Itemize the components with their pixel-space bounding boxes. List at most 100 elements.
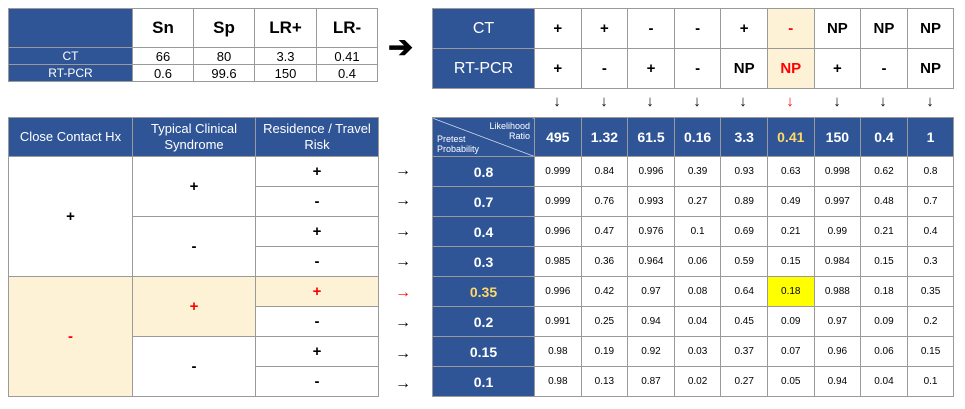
- combo-label-ct: CT: [432, 8, 535, 49]
- posttest-cell: 0.07: [766, 336, 815, 367]
- posttest-cell: 0.97: [627, 276, 675, 307]
- test-summary-table: Sn Sp LR+ LR- CT 66 80 3.3 0.41 RT-PCR 0…: [8, 8, 378, 82]
- down-arrow-icon-highlight: ↓: [786, 93, 794, 110]
- summary-header-sp: Sp: [193, 8, 255, 48]
- summary-cell: 99.6: [193, 64, 255, 82]
- lr-header: 0.16: [673, 117, 722, 157]
- combo-ct-cell: NP: [813, 8, 862, 49]
- probability-row: 0.4 0.996 0.47 0.976 0.1 0.69 0.21 0.99 0.21 0.4: [432, 216, 955, 247]
- row-arrow-icon: →: [395, 314, 411, 331]
- lr-header: 0.4: [860, 117, 908, 157]
- row-arrow-icon: →: [395, 162, 411, 179]
- posttest-cell: 0.37: [720, 336, 768, 367]
- down-arrow-icon: ↓: [693, 93, 701, 110]
- pretest-value: 0.15: [432, 336, 535, 367]
- lr-header: 1: [906, 117, 955, 157]
- posttest-cell: 0.999: [534, 156, 582, 187]
- posttest-cell: 0.59: [720, 246, 768, 277]
- posttest-cell: 0.15: [766, 246, 815, 277]
- down-arrow-icon: ↓: [926, 93, 934, 110]
- posttest-cell: 0.97: [813, 306, 862, 337]
- posttest-cell: 0.48: [860, 186, 908, 217]
- posttest-cell: 0.2: [906, 306, 955, 337]
- posttest-cell: 0.08: [673, 276, 722, 307]
- down-arrow-icon: ↓: [600, 93, 608, 110]
- probability-row: 0.7 0.999 0.76 0.993 0.27 0.89 0.49 0.997 0.48 0.…: [432, 186, 955, 217]
- posttest-cell: 0.94: [813, 366, 862, 397]
- posttest-cell: 0.984: [813, 246, 862, 277]
- down-arrow-icon: ↓: [553, 93, 561, 110]
- combo-ct-cell: -: [673, 8, 722, 49]
- pretest-value: 0.3: [432, 246, 535, 277]
- corner-ratio: Ratio: [508, 131, 530, 141]
- combo-pcr-cell: +: [627, 48, 675, 89]
- posttest-cell: 0.27: [673, 186, 722, 217]
- combo-ct-cell: +: [534, 8, 582, 49]
- pretest-value: 0.4: [432, 216, 535, 247]
- posttest-cell: 0.42: [580, 276, 629, 307]
- posttest-cell: 0.7: [906, 186, 955, 217]
- probability-row: 0.2 0.991 0.25 0.94 0.04 0.45 0.09 0.97 0.09 0.2: [432, 306, 955, 337]
- posttest-cell: 0.988: [813, 276, 862, 307]
- combination-table: CT + + - - + - NP NP NP RT-PCR + - + - N…: [432, 8, 955, 89]
- summary-cell: 3.3: [254, 47, 317, 65]
- pretest-value-highlight: 0.35: [432, 276, 535, 307]
- syndrome-cell: -: [132, 336, 256, 397]
- corner-pretest: Pretest: [437, 134, 466, 144]
- combo-pcr-cell-highlight: NP: [766, 48, 815, 89]
- posttest-cell: 0.09: [860, 306, 908, 337]
- pretest-value: 0.1: [432, 366, 535, 397]
- posttest-cell: 0.13: [580, 366, 629, 397]
- summary-cell: 0.41: [316, 47, 378, 65]
- summary-header-lr-neg: LR-: [316, 8, 378, 48]
- posttest-cell: 0.39: [673, 156, 722, 187]
- corner-probability: Probability: [437, 144, 480, 154]
- summary-cell: 80: [193, 47, 255, 65]
- combo-pcr-cell: -: [580, 48, 629, 89]
- posttest-cell: 0.64: [720, 276, 768, 307]
- combo-pcr-cell: -: [673, 48, 722, 89]
- row-arrow-icon: →: [395, 253, 411, 270]
- syndrome-cell-highlight: +: [132, 276, 256, 337]
- posttest-cell: 0.998: [813, 156, 862, 187]
- right-arrow-icon: ➔: [388, 31, 414, 64]
- posttest-cell: 0.94: [627, 306, 675, 337]
- posttest-cell: 0.93: [720, 156, 768, 187]
- lr-header: 495: [534, 117, 582, 157]
- pretest-value: 0.2: [432, 306, 535, 337]
- posttest-cell: 0.985: [534, 246, 582, 277]
- combo-pcr-cell: +: [813, 48, 862, 89]
- posttest-cell: 0.19: [580, 336, 629, 367]
- summary-cell: 0.4: [316, 64, 378, 82]
- summary-row-ct-label: CT: [8, 47, 133, 65]
- risk-header-travel: Residence / Travel Risk: [255, 117, 379, 157]
- posttest-cell: 0.89: [720, 186, 768, 217]
- syndrome-cell: -: [132, 216, 256, 277]
- posttest-cell: 0.35: [906, 276, 955, 307]
- posttest-cell: 0.98: [534, 366, 582, 397]
- contact-positive: +: [8, 156, 133, 277]
- posttest-cell: 0.1: [906, 366, 955, 397]
- posttest-cell: 0.49: [766, 186, 815, 217]
- posttest-cell: 0.04: [673, 306, 722, 337]
- probability-row: 0.8 0.999 0.84 0.996 0.39 0.93 0.63 0.998 0.62 0.…: [432, 156, 955, 187]
- lr-header: 1.32: [580, 117, 629, 157]
- combo-ct-cell: +: [580, 8, 629, 49]
- summary-cell: 66: [132, 47, 194, 65]
- posttest-cell: 0.1: [673, 216, 722, 247]
- probability-row: 0.15 0.98 0.19 0.92 0.03 0.37 0.07 0.96 0.06 0.15: [432, 336, 955, 367]
- pretest-value: 0.8: [432, 156, 535, 187]
- travel-cell: +: [255, 156, 379, 187]
- down-arrow-icon: ↓: [833, 93, 841, 110]
- summary-header-lr-pos: LR+: [254, 8, 317, 48]
- posttest-cell: 0.964: [627, 246, 675, 277]
- posttest-cell: 0.03: [673, 336, 722, 367]
- table-corner-header: Likelihood Ratio Pretest Probability: [432, 117, 535, 157]
- combo-label-pcr: RT-PCR: [432, 48, 535, 89]
- posttest-cell: 0.04: [860, 366, 908, 397]
- posttest-cell: 0.63: [766, 156, 815, 187]
- summary-header-sn: Sn: [132, 8, 194, 48]
- posttest-cell: 0.18: [860, 276, 908, 307]
- lr-header: 150: [813, 117, 862, 157]
- posttest-cell: 0.05: [766, 366, 815, 397]
